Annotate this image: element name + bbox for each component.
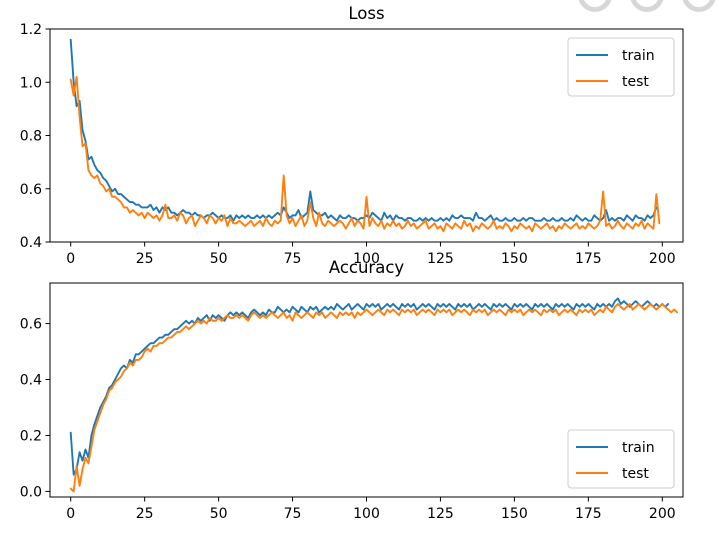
x-tick-label: 50: [210, 506, 228, 522]
y-tick-label: 1.0: [20, 75, 42, 91]
x-tick-label: 25: [136, 506, 154, 522]
chart-title: Accuracy: [329, 258, 405, 277]
x-tick-label: 75: [284, 506, 302, 522]
y-tick-label: 0.6: [20, 317, 42, 333]
legend: train test: [567, 429, 675, 489]
x-tick-label: 75: [284, 251, 302, 267]
y-tick-label: 0.4: [20, 235, 42, 251]
y-tick-label: 0.0: [20, 484, 42, 500]
x-tick-label: 200: [649, 506, 676, 522]
series-line-test: [69, 75, 661, 233]
x-tick-label: 100: [353, 506, 380, 522]
y-tick-label: 0.8: [20, 129, 42, 145]
x-tick-label: 0: [66, 251, 75, 267]
chart-panel-accuracy: 0 25 50 75 100 125 150 175 200 0.0 0.2 0.4 0.6 Accura…: [20, 258, 684, 522]
legend-label-train: train: [622, 48, 655, 64]
x-tick-label: 25: [136, 251, 154, 267]
series-line-test: [69, 303, 679, 493]
x-tick-label: 50: [210, 251, 228, 267]
legend-label-test: test: [622, 466, 649, 482]
legend-box: [567, 429, 675, 489]
x-tick-label: 0: [66, 506, 75, 522]
x-tick-label: 175: [575, 506, 602, 522]
x-tick-label: 100: [353, 251, 380, 267]
x-tick-label: 125: [427, 251, 454, 267]
y-tick-label: 0.6: [20, 182, 42, 198]
series-line-train: [69, 38, 658, 222]
y-tick-label: 0.2: [20, 428, 42, 444]
x-tick-label: 200: [649, 251, 676, 267]
y-tick-label: 0.4: [20, 373, 42, 389]
x-tick-label: 175: [575, 251, 602, 267]
x-tick-label: 150: [501, 506, 528, 522]
legend-label-train: train: [622, 440, 655, 456]
legend-box: [567, 37, 675, 97]
x-tick-label: 150: [501, 251, 528, 267]
y-tick-label: 1.2: [20, 22, 42, 38]
series-line-train: [69, 297, 670, 476]
legend: train test: [567, 37, 675, 97]
chart-panel-loss: 0 25 50 75 100 125 150 175 200 0.4 0.6 0.8 1.0 1.2 Los…: [20, 4, 684, 267]
chart-title: Loss: [348, 4, 384, 23]
legend-label-test: test: [622, 74, 649, 90]
x-tick-label: 125: [427, 506, 454, 522]
